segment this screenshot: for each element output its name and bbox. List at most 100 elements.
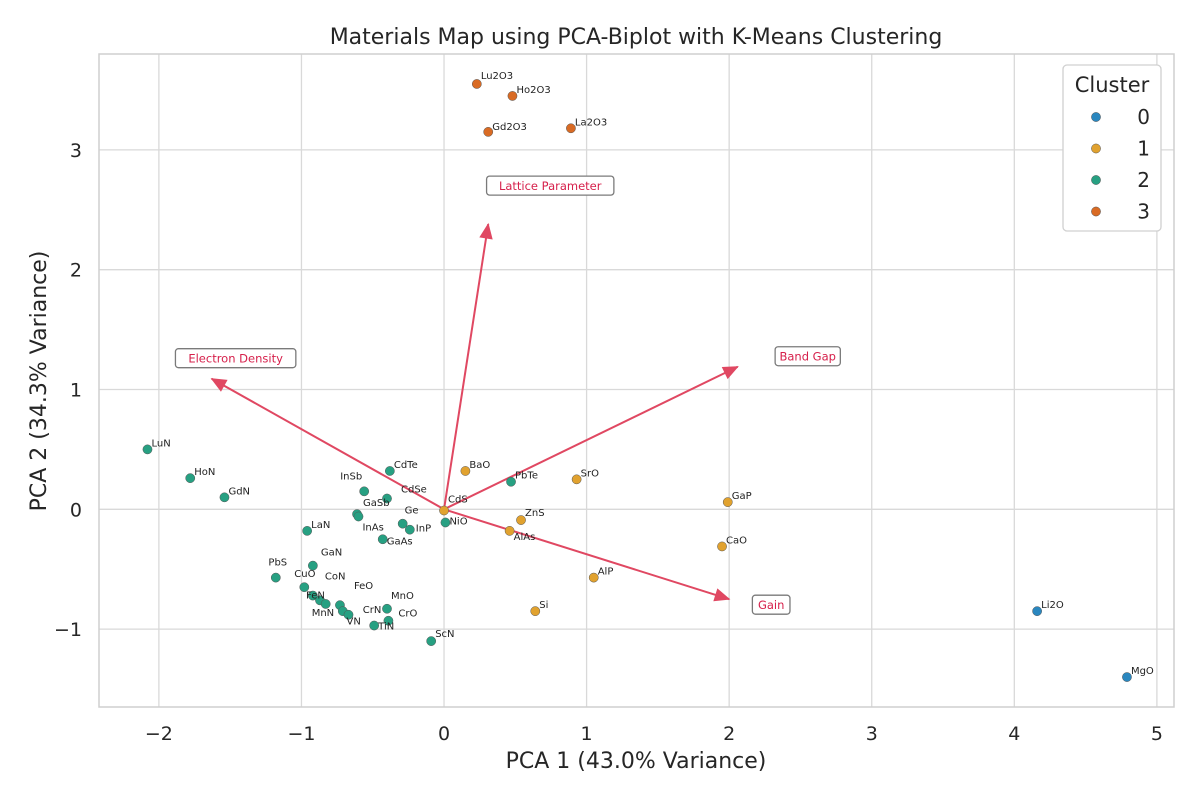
point-label: CdSe [401,485,427,496]
legend-marker [1091,143,1101,154]
point-label: AlAs [514,532,536,543]
legend-entry-label: 0 [1137,105,1150,129]
point-label: LuN [151,438,170,449]
point-label: MnO [391,591,414,602]
data-point [588,572,599,583]
data-point [320,599,331,609]
loading-vector [443,223,490,510]
point-label: HoN [194,467,215,478]
vector-arrowhead [713,588,731,602]
point-label: InSb [340,471,362,482]
x-axis-ticks: −2 −1 0 1 2 3 4 5 [145,723,1163,745]
x-tick-label: 1 [581,723,593,745]
data-point [299,582,310,593]
data-point [308,560,318,571]
point-label: CaO [726,535,747,546]
data-point [530,606,541,616]
legend-box [1062,64,1162,232]
x-tick-label: −1 [287,723,315,745]
data-point [377,534,388,545]
vector-arrowhead [721,366,739,380]
point-label: PbTe [515,471,538,482]
point-label: FeN [306,590,325,601]
data-point [142,444,153,455]
y-axis-label: PCA 2 (34.3% Variance) [27,251,52,512]
data-point [440,517,451,528]
point-label: Ge [405,506,419,517]
data-point [382,603,392,614]
data-point [1032,606,1042,616]
data-point [504,526,515,536]
y-tick-label: 1 [70,379,82,401]
data-point [302,526,313,536]
point-label: ZnS [525,508,545,519]
point-label: MnN [312,608,334,619]
data-point [270,572,281,583]
point-label: CrO [398,609,417,620]
loading-vector [443,365,739,511]
point-label: CrN [363,605,382,616]
vector-label-box [485,175,615,196]
loading-vectors: Lattice Parameter Electron Density Band Ga… [174,175,841,615]
point-label: AlP [598,567,614,578]
data-point [397,518,408,529]
data-point [343,609,354,620]
vector-label-box [774,346,841,367]
data-point [507,91,518,101]
legend-marker [1091,206,1101,217]
vector-label: Lattice Parameter [499,179,602,193]
vector-label-box [174,348,297,369]
point-label: GaP [732,491,752,502]
point-label: GaSb [363,498,390,509]
vector-arrowhead [479,222,493,240]
chart-title: Materials Map using PCA-Biplot with K-Me… [330,25,943,50]
point-label: CoN [325,572,346,583]
point-label: Lu2O3 [481,71,513,82]
data-point [404,524,415,535]
point-label: CdTe [394,460,418,471]
y-tick-label: 0 [70,499,82,521]
point-label: Li2O [1041,600,1064,611]
point-label: MgO [1131,666,1154,677]
data-point [1122,672,1132,682]
point-label: InP [416,524,431,535]
data-point [369,620,380,631]
point-label: FeO [354,581,373,592]
data-point [426,636,437,646]
data-point [460,466,471,476]
data-point [471,79,482,89]
loading-vector [211,377,445,511]
x-axis-label: PCA 1 (43.0% Variance) [506,749,767,774]
vector-arrowhead [210,378,228,392]
point-label: LaN [311,520,330,531]
vector-label: Band Gap [780,350,836,364]
point-label: La2O3 [575,117,607,128]
legend: Cluster 0 1 2 3 [1062,64,1162,232]
point-label: BaO [469,460,490,471]
data-point [383,615,394,626]
x-tick-label: 0 [438,723,450,745]
legend-marker [1091,112,1101,122]
point-label: VN [347,617,361,628]
point-label: PbS [268,558,287,569]
y-tick-label: 2 [70,260,82,282]
legend-entry-label: 3 [1137,200,1150,224]
data-point [506,476,516,487]
point-label: InAs [362,522,383,533]
legend-title: Cluster [1075,73,1150,97]
point-label: GdN [228,486,250,497]
x-tick-label: 3 [866,723,878,745]
legend-marker [1091,175,1101,185]
point-label: Gd2O3 [492,122,527,133]
data-point [439,505,449,516]
data-point [722,497,733,507]
legend-entry-label: 2 [1137,168,1150,192]
x-tick-label: 4 [1008,723,1020,745]
point-label: SrO [581,468,599,479]
point-label: Si [539,600,548,611]
vector-label: Gain [758,598,784,612]
point-label: GaAs [387,536,413,547]
